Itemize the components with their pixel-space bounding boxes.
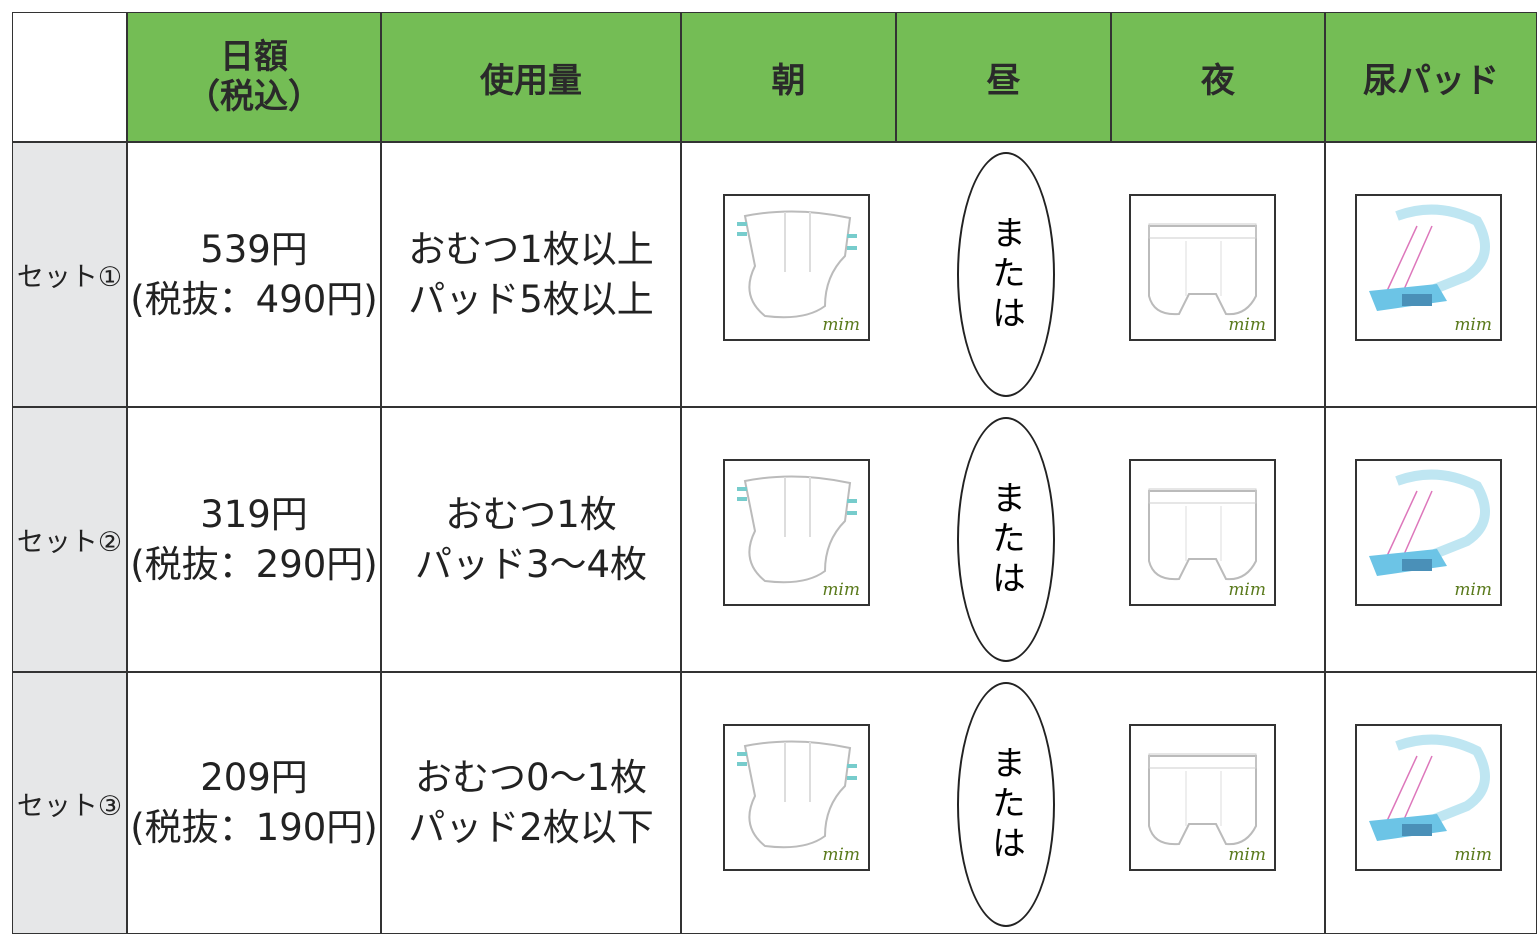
- tape-diaper-image-art: [737, 210, 857, 319]
- usage-cell: おむつ1枚以上 パッド5枚以上: [381, 142, 681, 407]
- price-cell: 539円 (税抜：490円): [127, 142, 381, 407]
- logo: mim: [822, 315, 860, 335]
- price-excl: (税抜：190円): [130, 806, 378, 849]
- usage-line: パッド2枚以下: [408, 806, 654, 849]
- or-oval: または: [957, 682, 1055, 927]
- logo: mim: [1228, 315, 1266, 335]
- header-text: 使用量: [480, 60, 582, 101]
- pad-image-art: [1369, 469, 1490, 576]
- tape-diaper-image-art: [737, 740, 857, 849]
- price-excl: (税抜：290円): [130, 542, 378, 586]
- header-text: 朝: [771, 60, 806, 101]
- header-text: 尿パッド: [1363, 60, 1499, 101]
- header-cell: 朝: [681, 12, 896, 142]
- logo: mim: [1228, 580, 1266, 600]
- header-cell: 昼: [896, 12, 1111, 142]
- usage-cell: おむつ1枚パッド3～4枚: [381, 407, 681, 672]
- usage-line: パッド5枚以上: [408, 277, 654, 321]
- pants-diaper-image: mim: [1129, 459, 1276, 606]
- pad-image-art: [1369, 734, 1490, 841]
- logo: mim: [1454, 845, 1492, 865]
- logo: mim: [1454, 580, 1492, 600]
- pad-cell: [1325, 407, 1537, 672]
- usage-line: おむつ1枚: [445, 492, 617, 536]
- header-text: 夜: [1201, 60, 1235, 101]
- header-cell: 使用量: [381, 12, 681, 142]
- diaper-cell: [681, 407, 1325, 672]
- or-oval: または: [957, 152, 1055, 397]
- pad-image: mim: [1355, 459, 1502, 606]
- logo: mim: [822, 580, 860, 600]
- diaper-cell: [681, 142, 1325, 407]
- tape-diaper-image: mim: [723, 194, 870, 341]
- header-text: 昼: [986, 60, 1021, 101]
- logo: mim: [1228, 845, 1266, 865]
- set-cell: セット③: [12, 672, 127, 934]
- tape-diaper-image-art: [737, 475, 857, 584]
- price: 539円: [200, 227, 308, 271]
- set-cell: セット①: [12, 142, 127, 407]
- tape-diaper-image: mim: [723, 724, 870, 871]
- price-excl: (税抜：490円): [130, 277, 378, 321]
- pants-diaper-image: mim: [1129, 724, 1276, 871]
- set-cell: セット②: [12, 407, 127, 672]
- price-cell: 209円 (税抜：190円): [127, 672, 381, 934]
- price-cell: 319円 (税抜：290円): [127, 407, 381, 672]
- pad-image: mim: [1355, 724, 1502, 871]
- pad-image-art: [1369, 204, 1490, 311]
- pad-cell: [1325, 142, 1537, 407]
- price: 319円: [200, 492, 308, 536]
- logo: mim: [1454, 315, 1492, 335]
- header-text: （税込）: [186, 77, 322, 117]
- usage-line: パッド3～4枚: [414, 542, 648, 586]
- header-text: 日額: [220, 37, 288, 77]
- price: 209円: [200, 756, 308, 799]
- pants-diaper-image-art: [1148, 223, 1257, 316]
- or-oval: または: [957, 417, 1055, 662]
- tape-diaper-image: mim: [723, 459, 870, 606]
- pants-diaper-image-art: [1148, 488, 1257, 581]
- usage-cell: おむつ0～1枚 パッド2枚以下: [381, 672, 681, 934]
- header-cell: 尿パッド: [1325, 12, 1537, 142]
- usage-line: おむつ0～1枚: [414, 756, 648, 799]
- set-name: セット②: [16, 527, 123, 558]
- set-name: セット①: [16, 262, 123, 293]
- header-price: 日額 （税込）: [127, 12, 381, 142]
- pants-diaper-image: mim: [1129, 194, 1276, 341]
- header-corner: [12, 12, 127, 142]
- pants-diaper-image-art: [1148, 753, 1257, 846]
- pad-image: mim: [1355, 194, 1502, 341]
- logo: mim: [822, 845, 860, 865]
- usage-line: おむつ1枚以上: [408, 227, 654, 271]
- header-cell: 夜: [1111, 12, 1325, 142]
- set-name: セット③: [16, 790, 123, 822]
